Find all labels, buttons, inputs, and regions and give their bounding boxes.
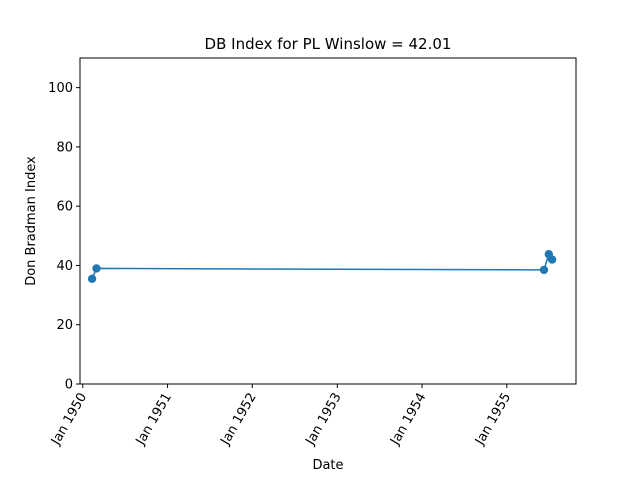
chart-title: DB Index for PL Winslow = 42.01 bbox=[205, 35, 452, 53]
plot-frame bbox=[79, 57, 577, 385]
y-axis-title: Don Bradman Index bbox=[24, 156, 39, 286]
x-tick-label: Jan 1955 bbox=[472, 391, 514, 449]
data-point bbox=[539, 265, 549, 275]
y-tick-label: 100 bbox=[48, 81, 73, 96]
x-tick-label: Jan 1953 bbox=[303, 391, 345, 449]
x-tick-label: Jan 1950 bbox=[48, 391, 90, 449]
series-line bbox=[91, 253, 553, 280]
data-point bbox=[87, 274, 97, 283]
x-tick-label: Jan 1952 bbox=[218, 391, 260, 449]
x-axis-title: Date bbox=[312, 458, 343, 473]
x-tick-label: Jan 1954 bbox=[387, 391, 429, 449]
y-tick-label: 40 bbox=[56, 259, 73, 274]
y-tick-label: 60 bbox=[56, 200, 73, 215]
y-tick-label: 20 bbox=[56, 318, 73, 333]
y-tick-label: 80 bbox=[56, 140, 73, 155]
x-tick-label: Jan 1951 bbox=[133, 391, 175, 449]
y-tick-label: 0 bbox=[65, 378, 73, 393]
data-point bbox=[547, 255, 557, 264]
data-point bbox=[92, 264, 101, 273]
plot-area: 0 20 40 60 80 100 Jan 1950 Jan 1951 Jan 1952 Jan … bbox=[48, 57, 577, 449]
